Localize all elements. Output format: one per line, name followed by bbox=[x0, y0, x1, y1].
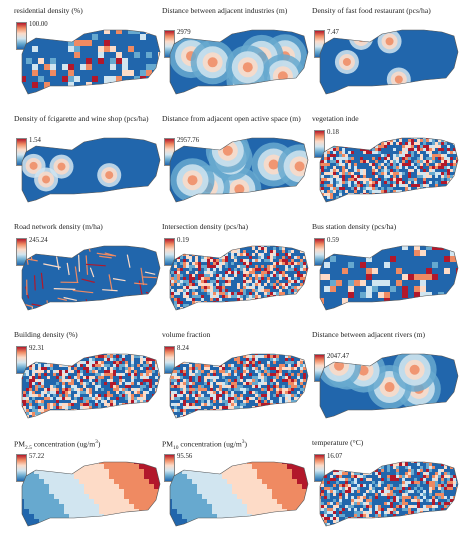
colorbar-max-label: 8.24 bbox=[177, 345, 189, 352]
colorbar-max-label: 57.22 bbox=[29, 453, 45, 460]
panel-title: Building density (%) bbox=[14, 330, 78, 339]
panel-title: residential density (%) bbox=[14, 6, 83, 15]
choropleth-map bbox=[169, 461, 309, 527]
colorbar-max-label: 245.24 bbox=[29, 237, 48, 244]
map-panel: PM2.5 concentration (ug/m3)57.2250.64 bbox=[14, 438, 164, 538]
panel-title: volume fraction bbox=[162, 330, 211, 339]
panel-title: Density of fcigarette and wine shop (pcs… bbox=[14, 114, 149, 123]
panel-title: Distance from adjacent open active space… bbox=[162, 114, 301, 123]
choropleth-map bbox=[21, 353, 161, 419]
choropleth-map bbox=[21, 137, 161, 203]
colorbar-legend bbox=[164, 454, 175, 482]
colorbar-legend bbox=[16, 346, 27, 374]
choropleth-map bbox=[169, 29, 309, 95]
panel-title: Intersection density (pcs/ha) bbox=[162, 222, 249, 231]
choropleth-map bbox=[169, 137, 309, 203]
colorbar-max-label: 2047.47 bbox=[327, 353, 350, 360]
map-panel: Bus station density (pcs/ha)0.590 bbox=[312, 222, 462, 322]
panel-title: Bus station density (pcs/ha) bbox=[312, 222, 397, 231]
panel-title: PM10 concentration (ug/m3) bbox=[162, 439, 248, 452]
panel-title: Distance between adjacent rivers (m) bbox=[312, 330, 426, 339]
choropleth-map bbox=[169, 245, 309, 311]
colorbar-max-label: 95.56 bbox=[177, 453, 193, 460]
panel-title: vegetation inde bbox=[312, 114, 359, 123]
choropleth-map bbox=[21, 29, 161, 95]
choropleth-map bbox=[21, 461, 161, 527]
panel-title: PM2.5 concentration (ug/m3) bbox=[14, 439, 101, 452]
colorbar-legend bbox=[164, 238, 175, 266]
map-panel: Intersection density (pcs/ha)0.190 bbox=[162, 222, 312, 322]
choropleth-map bbox=[319, 137, 459, 203]
colorbar-legend bbox=[16, 454, 27, 482]
choropleth-map bbox=[319, 353, 459, 419]
colorbar-max-label: 7.47 bbox=[327, 29, 339, 36]
colorbar-max-label: 2979 bbox=[177, 29, 191, 36]
map-panel: Distance between adjacent rivers (m) 2047… bbox=[312, 330, 462, 430]
map-panel: temperature (°C)16.07-5.24 bbox=[312, 438, 462, 538]
panel-title: temperature (°C) bbox=[312, 438, 364, 447]
map-panel: Building density (%)92.310 bbox=[14, 330, 164, 430]
map-panel: residential density (%)100.000 bbox=[14, 6, 164, 106]
map-panel: Density of fcigarette and wine shop (pcs… bbox=[14, 114, 164, 214]
colorbar-legend bbox=[16, 238, 27, 266]
colorbar-legend bbox=[164, 346, 175, 374]
colorbar-max-label: 0.19 bbox=[177, 237, 189, 244]
colorbar-max-label: 2957.76 bbox=[177, 137, 200, 144]
map-panel: Distance between adjacent industries (m)… bbox=[162, 6, 312, 106]
map-panel: PM10 concentration (ug/m3)95.5682.86 bbox=[162, 438, 312, 538]
map-panel: Density of fast food restaurant (pcs/ha)… bbox=[312, 6, 462, 106]
colorbar-legend bbox=[16, 22, 27, 50]
colorbar-legend bbox=[314, 454, 325, 482]
colorbar-max-label: 100.00 bbox=[29, 21, 48, 28]
panel-title: Road network density (m/ha) bbox=[14, 222, 103, 231]
choropleth-map bbox=[169, 353, 309, 419]
map-panel: Distance from adjacent open active space… bbox=[162, 114, 312, 214]
colorbar-legend bbox=[314, 238, 325, 266]
choropleth-map bbox=[319, 29, 459, 95]
panel-title: Distance between adjacent industries (m) bbox=[162, 6, 288, 15]
colorbar-max-label: 16.07 bbox=[327, 453, 343, 460]
colorbar-max-label: 92.31 bbox=[29, 345, 45, 352]
choropleth-map bbox=[319, 245, 459, 311]
panel-title: Density of fast food restaurant (pcs/ha) bbox=[312, 6, 431, 15]
choropleth-map bbox=[319, 461, 459, 527]
colorbar-legend bbox=[314, 130, 325, 158]
colorbar-max-label: 0.18 bbox=[327, 129, 339, 136]
choropleth-map bbox=[21, 245, 161, 311]
colorbar-max-label: 1.54 bbox=[29, 137, 41, 144]
colorbar-max-label: 0.59 bbox=[327, 237, 339, 244]
map-panel: Road network density (m/ha)245.240 bbox=[14, 222, 164, 322]
